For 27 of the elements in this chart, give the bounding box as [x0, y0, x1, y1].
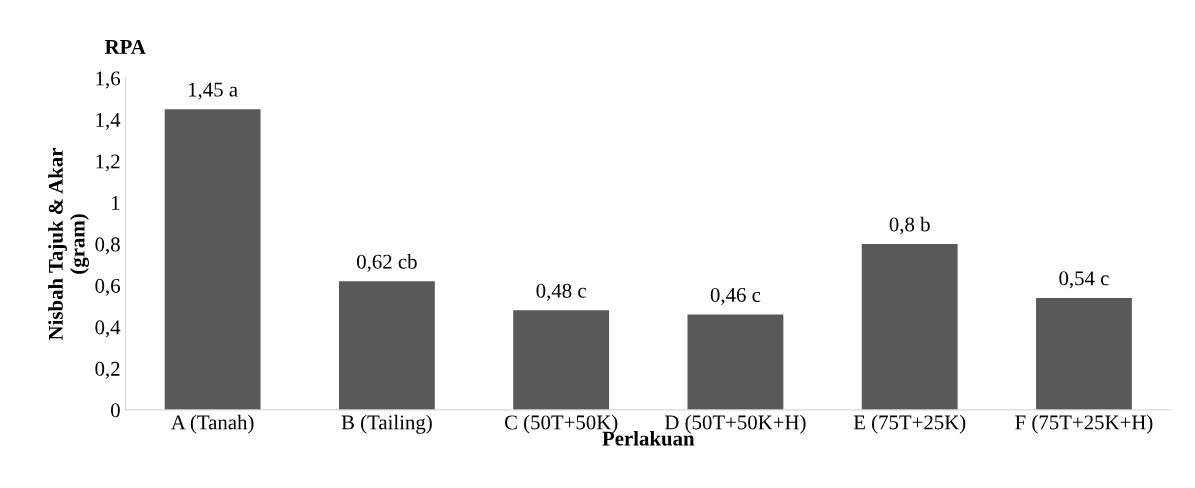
data-label: 0,54 c	[1059, 271, 1109, 289]
bar	[164, 109, 261, 410]
y-tick-label: 0,2	[95, 361, 120, 379]
bar	[338, 281, 435, 410]
x-tick-label: E (75T+25K)	[853, 414, 966, 434]
y-tick-label: 1,6	[96, 71, 120, 89]
x-tick-label: A (Tanah)	[171, 414, 254, 434]
bar	[1036, 297, 1132, 410]
bar	[687, 314, 784, 410]
y-tick-label: 0,4	[95, 320, 121, 338]
data-label: 0,8 b	[889, 216, 930, 235]
y-tick-label: 1,2	[96, 154, 120, 172]
data-label: 0,46 c	[710, 287, 761, 305]
y-tick-label: 1	[112, 195, 120, 210]
y-tick-label: 1,4	[96, 113, 121, 130]
data-label: 0,48 c	[536, 283, 586, 301]
x-tick-label: B (Tailing)	[341, 414, 432, 434]
data-label: 0,62 cb	[357, 254, 417, 272]
bar	[861, 244, 958, 410]
y-tick-label: 0,6	[95, 278, 120, 296]
y-axis-title: Nisbah Tajuk & Akar (gram)	[48, 148, 90, 341]
chart-title: RPA	[104, 39, 146, 54]
bar	[513, 310, 610, 410]
data-label: 1,45 a	[188, 82, 238, 100]
x-tick-label: F (75T+25K+H)	[1015, 414, 1153, 434]
y-tick-label: 0	[110, 403, 120, 418]
y-tick-label: 0,8	[95, 237, 120, 255]
